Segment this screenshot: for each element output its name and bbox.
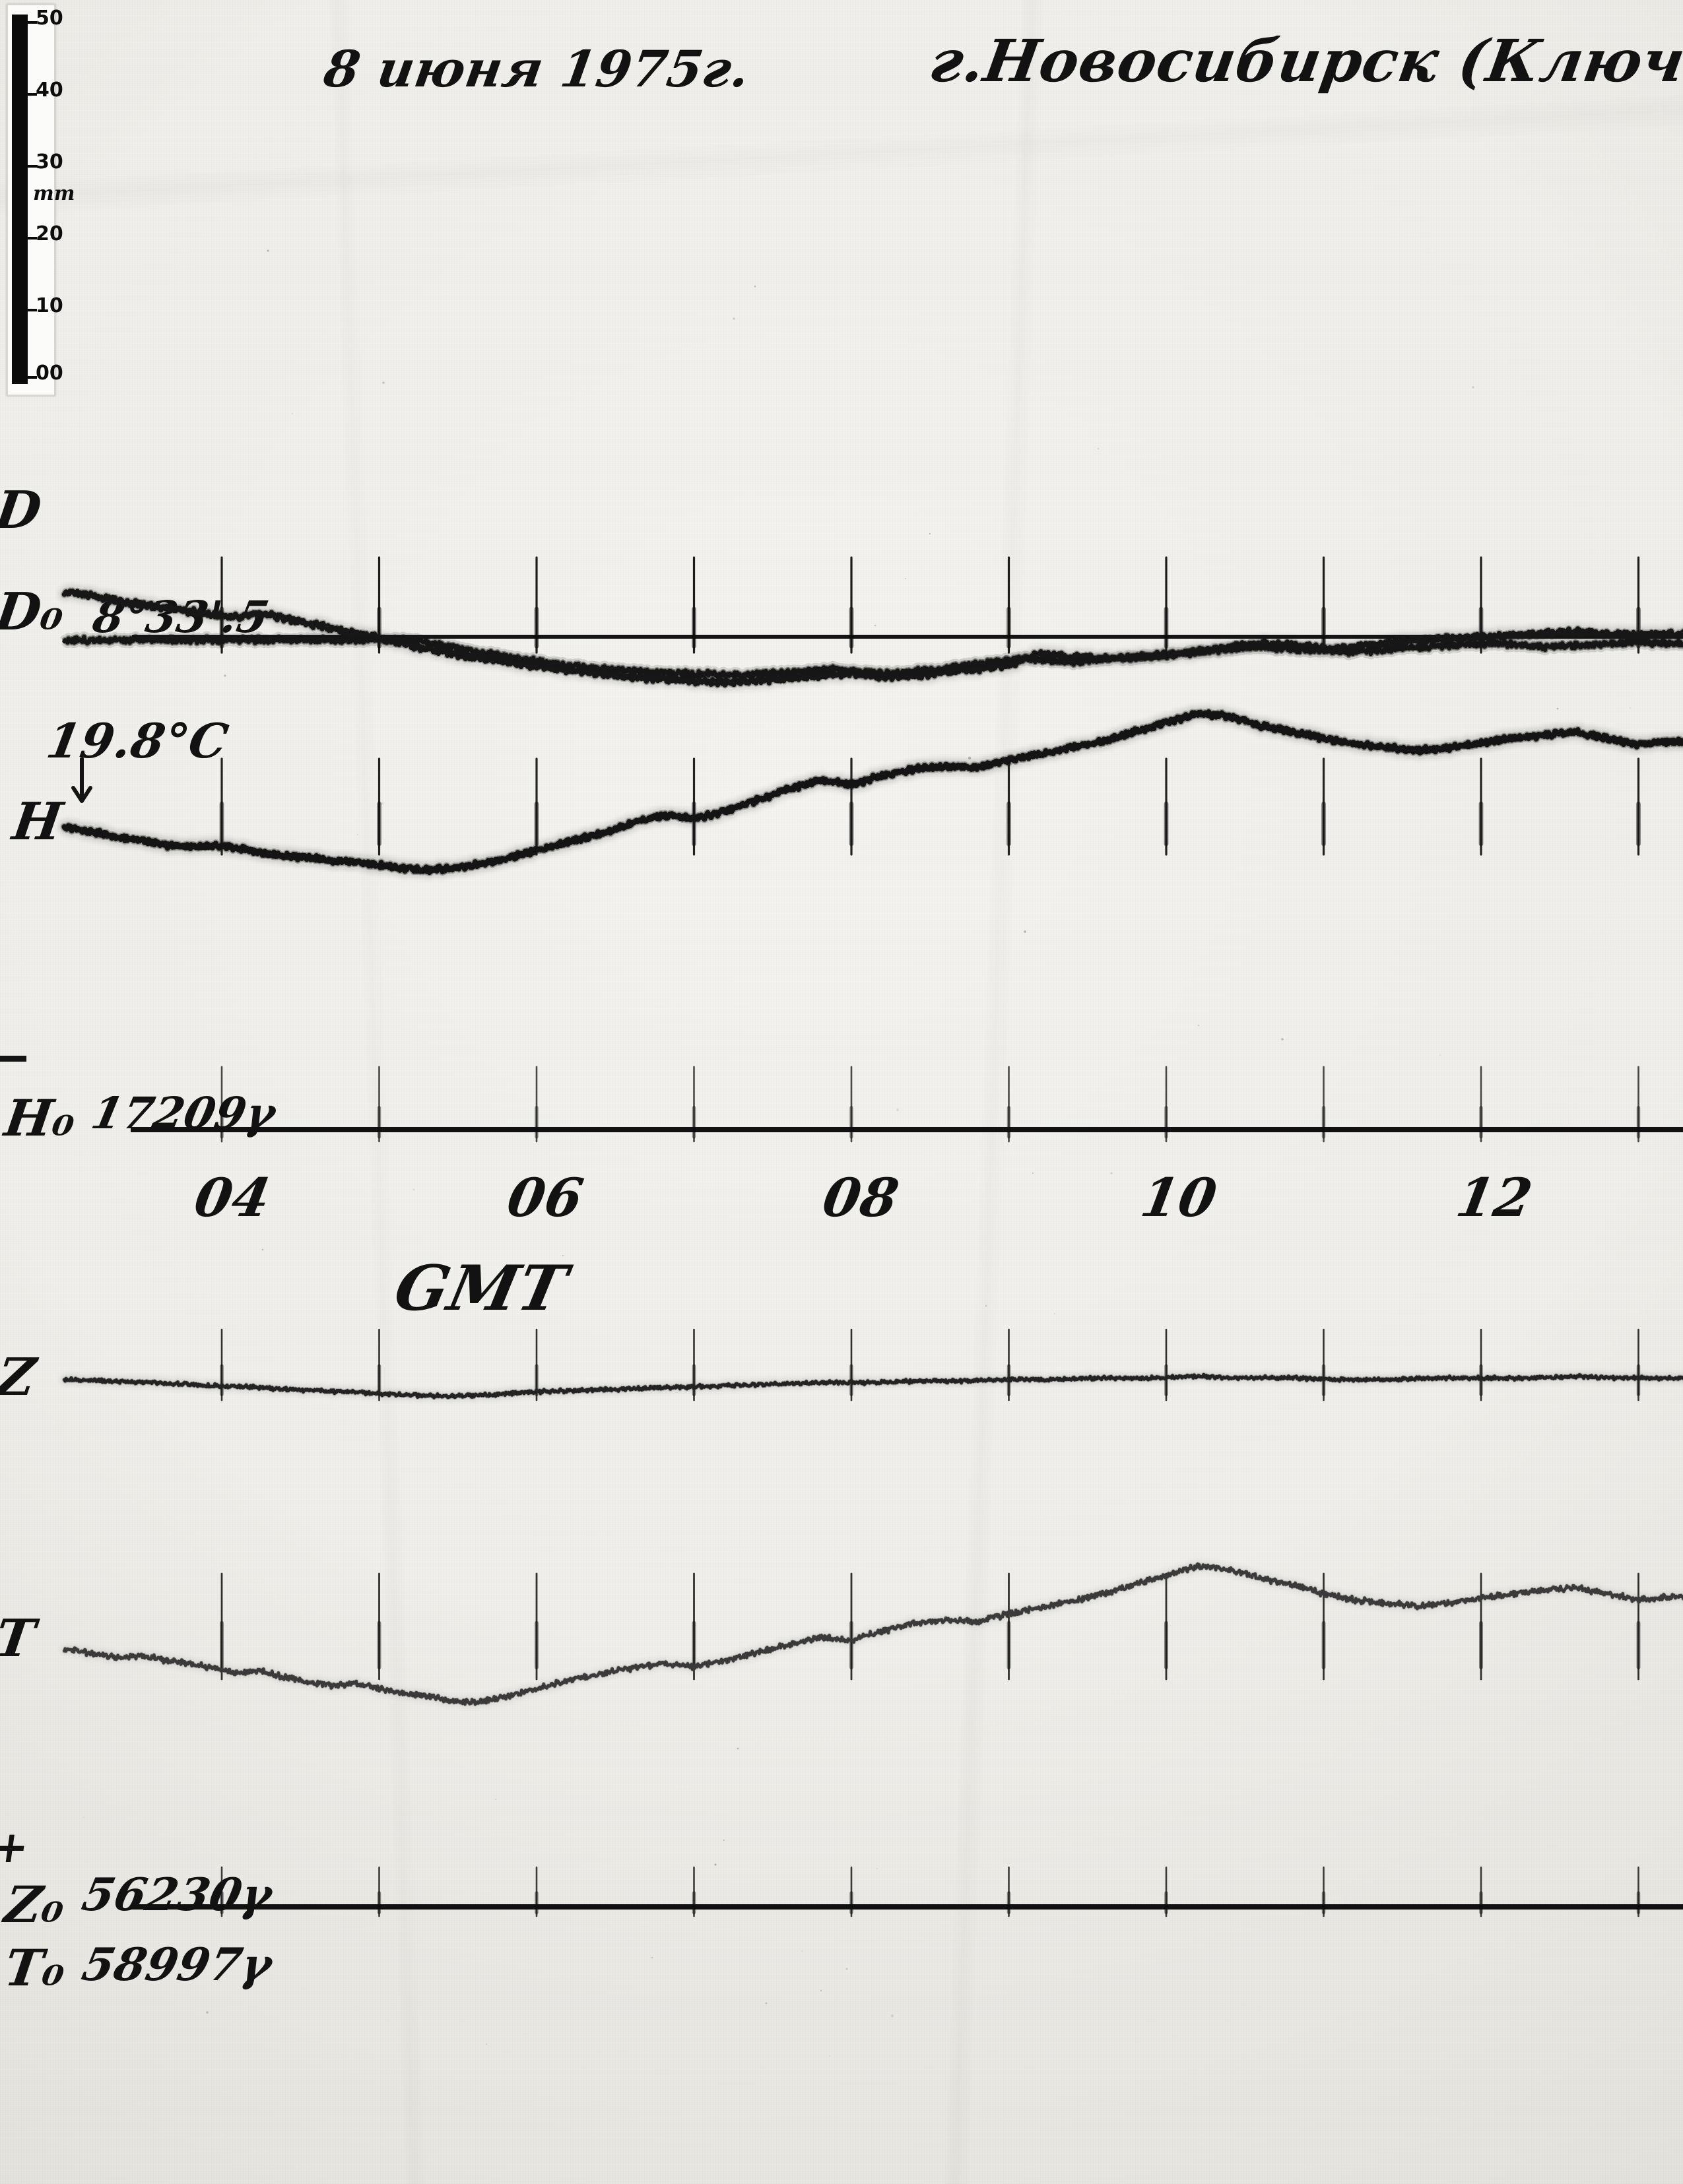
ruler-unit-label: mm (33, 182, 75, 205)
ruler-tick-30: 30 (36, 150, 63, 174)
temperature-arrow-icon (71, 757, 92, 803)
ruler-tick-20: 20 (36, 222, 63, 245)
mm-ruler: 50 40 30 mm 20 10 00 (7, 4, 75, 396)
ruler-bar (12, 15, 28, 384)
h0-dash-mark (0, 1056, 26, 1062)
ruler-tick-50: 50 (36, 7, 63, 30)
ruler-tick-40: 40 (36, 79, 63, 102)
ruler-tick-10: 10 (36, 294, 63, 317)
ruler-tick-00: 00 (36, 362, 63, 385)
